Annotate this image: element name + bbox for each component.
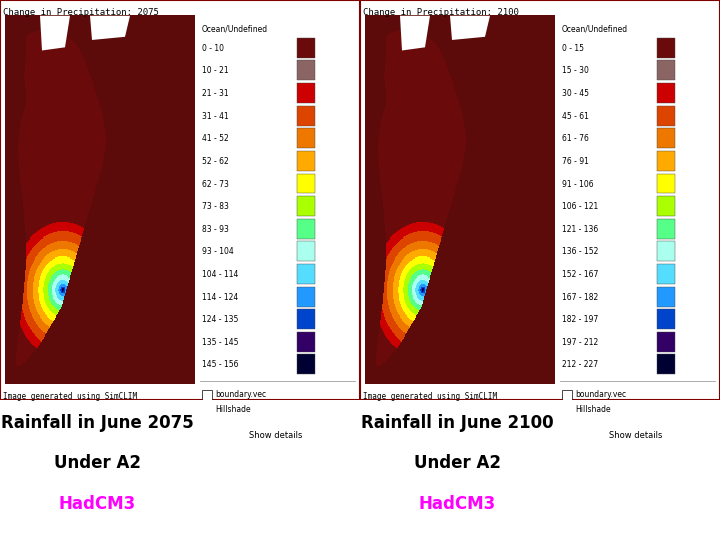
Bar — [297, 264, 315, 284]
Text: 30 - 45: 30 - 45 — [562, 89, 589, 98]
Text: boundary.vec: boundary.vec — [575, 390, 626, 400]
Text: 197 - 212: 197 - 212 — [562, 338, 598, 347]
Text: Change in Precipitation: 2100: Change in Precipitation: 2100 — [363, 9, 519, 17]
Bar — [297, 287, 315, 307]
Text: Image generated using SimCLIM: Image generated using SimCLIM — [3, 392, 137, 401]
Text: 0 - 15: 0 - 15 — [562, 44, 584, 53]
Text: 104 - 114: 104 - 114 — [202, 270, 238, 279]
Bar — [657, 219, 675, 239]
Text: 45 - 61: 45 - 61 — [562, 112, 589, 121]
Text: Under A2: Under A2 — [414, 455, 500, 472]
Text: Change in Precipitation: 2075: Change in Precipitation: 2075 — [3, 9, 159, 17]
Bar — [562, 404, 572, 415]
Text: Show details: Show details — [609, 431, 662, 441]
Text: 41 - 52: 41 - 52 — [202, 134, 229, 143]
Text: Hillshade: Hillshade — [575, 405, 611, 414]
Polygon shape — [40, 16, 70, 50]
Bar — [562, 390, 572, 400]
Polygon shape — [90, 16, 130, 40]
Text: 91 - 106: 91 - 106 — [562, 179, 593, 188]
Text: Rainfall in June 2075: Rainfall in June 2075 — [1, 414, 194, 432]
Text: Ocean/Undefined: Ocean/Undefined — [562, 24, 628, 33]
Bar — [297, 354, 315, 374]
Bar — [297, 60, 315, 80]
Bar — [657, 151, 675, 171]
Bar — [297, 173, 315, 193]
Text: HadCM3: HadCM3 — [418, 495, 496, 513]
Bar — [657, 83, 675, 103]
Text: 136 - 152: 136 - 152 — [562, 247, 598, 256]
Bar — [202, 404, 212, 415]
Bar — [297, 83, 315, 103]
Bar — [200, 427, 352, 446]
Text: 145 - 156: 145 - 156 — [202, 360, 238, 369]
Bar — [657, 287, 675, 307]
Bar — [297, 309, 315, 329]
Bar — [657, 106, 675, 126]
Bar — [297, 332, 315, 352]
Bar — [297, 196, 315, 216]
Bar — [657, 129, 675, 148]
Text: 106 - 121: 106 - 121 — [562, 202, 598, 211]
Bar — [297, 129, 315, 148]
Text: 93 - 104: 93 - 104 — [202, 247, 234, 256]
Text: Under A2: Under A2 — [54, 455, 140, 472]
Text: Hillshade: Hillshade — [215, 405, 251, 414]
Bar — [297, 219, 315, 239]
Bar — [657, 332, 675, 352]
Bar — [297, 106, 315, 126]
Bar — [657, 264, 675, 284]
Bar — [657, 38, 675, 58]
Bar — [560, 427, 712, 446]
Text: 124 - 135: 124 - 135 — [202, 315, 238, 324]
Text: 62 - 73: 62 - 73 — [202, 179, 229, 188]
Text: Image generated using SimCLIM: Image generated using SimCLIM — [363, 392, 497, 401]
Text: 73 - 83: 73 - 83 — [202, 202, 229, 211]
Text: 31 - 41: 31 - 41 — [202, 112, 229, 121]
Bar — [297, 151, 315, 171]
Bar — [657, 173, 675, 193]
Bar — [202, 390, 212, 400]
Bar — [657, 60, 675, 80]
Text: boundary.vec: boundary.vec — [215, 390, 266, 400]
Bar — [657, 354, 675, 374]
Bar — [297, 38, 315, 58]
Bar — [657, 196, 675, 216]
Text: 10 - 21: 10 - 21 — [202, 66, 229, 76]
Bar — [657, 241, 675, 261]
Polygon shape — [400, 16, 430, 50]
Polygon shape — [450, 16, 490, 40]
Text: 0 - 10: 0 - 10 — [202, 44, 224, 53]
Text: 167 - 182: 167 - 182 — [562, 293, 598, 301]
Text: 135 - 145: 135 - 145 — [202, 338, 238, 347]
Text: 212 - 227: 212 - 227 — [562, 360, 598, 369]
Text: 152 - 167: 152 - 167 — [562, 270, 598, 279]
Text: 15 - 30: 15 - 30 — [562, 66, 589, 76]
Text: 182 - 197: 182 - 197 — [562, 315, 598, 324]
Text: 114 - 124: 114 - 124 — [202, 293, 238, 301]
Text: 52 - 62: 52 - 62 — [202, 157, 229, 166]
Text: Show details: Show details — [249, 431, 302, 441]
Text: 83 - 93: 83 - 93 — [202, 225, 229, 234]
Bar — [657, 309, 675, 329]
Text: Rainfall in June 2100: Rainfall in June 2100 — [361, 414, 554, 432]
Text: HadCM3: HadCM3 — [58, 495, 136, 513]
Text: 61 - 76: 61 - 76 — [562, 134, 589, 143]
Text: 76 - 91: 76 - 91 — [562, 157, 589, 166]
Text: Ocean/Undefined: Ocean/Undefined — [202, 24, 268, 33]
Text: 21 - 31: 21 - 31 — [202, 89, 229, 98]
Bar — [297, 241, 315, 261]
Text: 121 - 136: 121 - 136 — [562, 225, 598, 234]
